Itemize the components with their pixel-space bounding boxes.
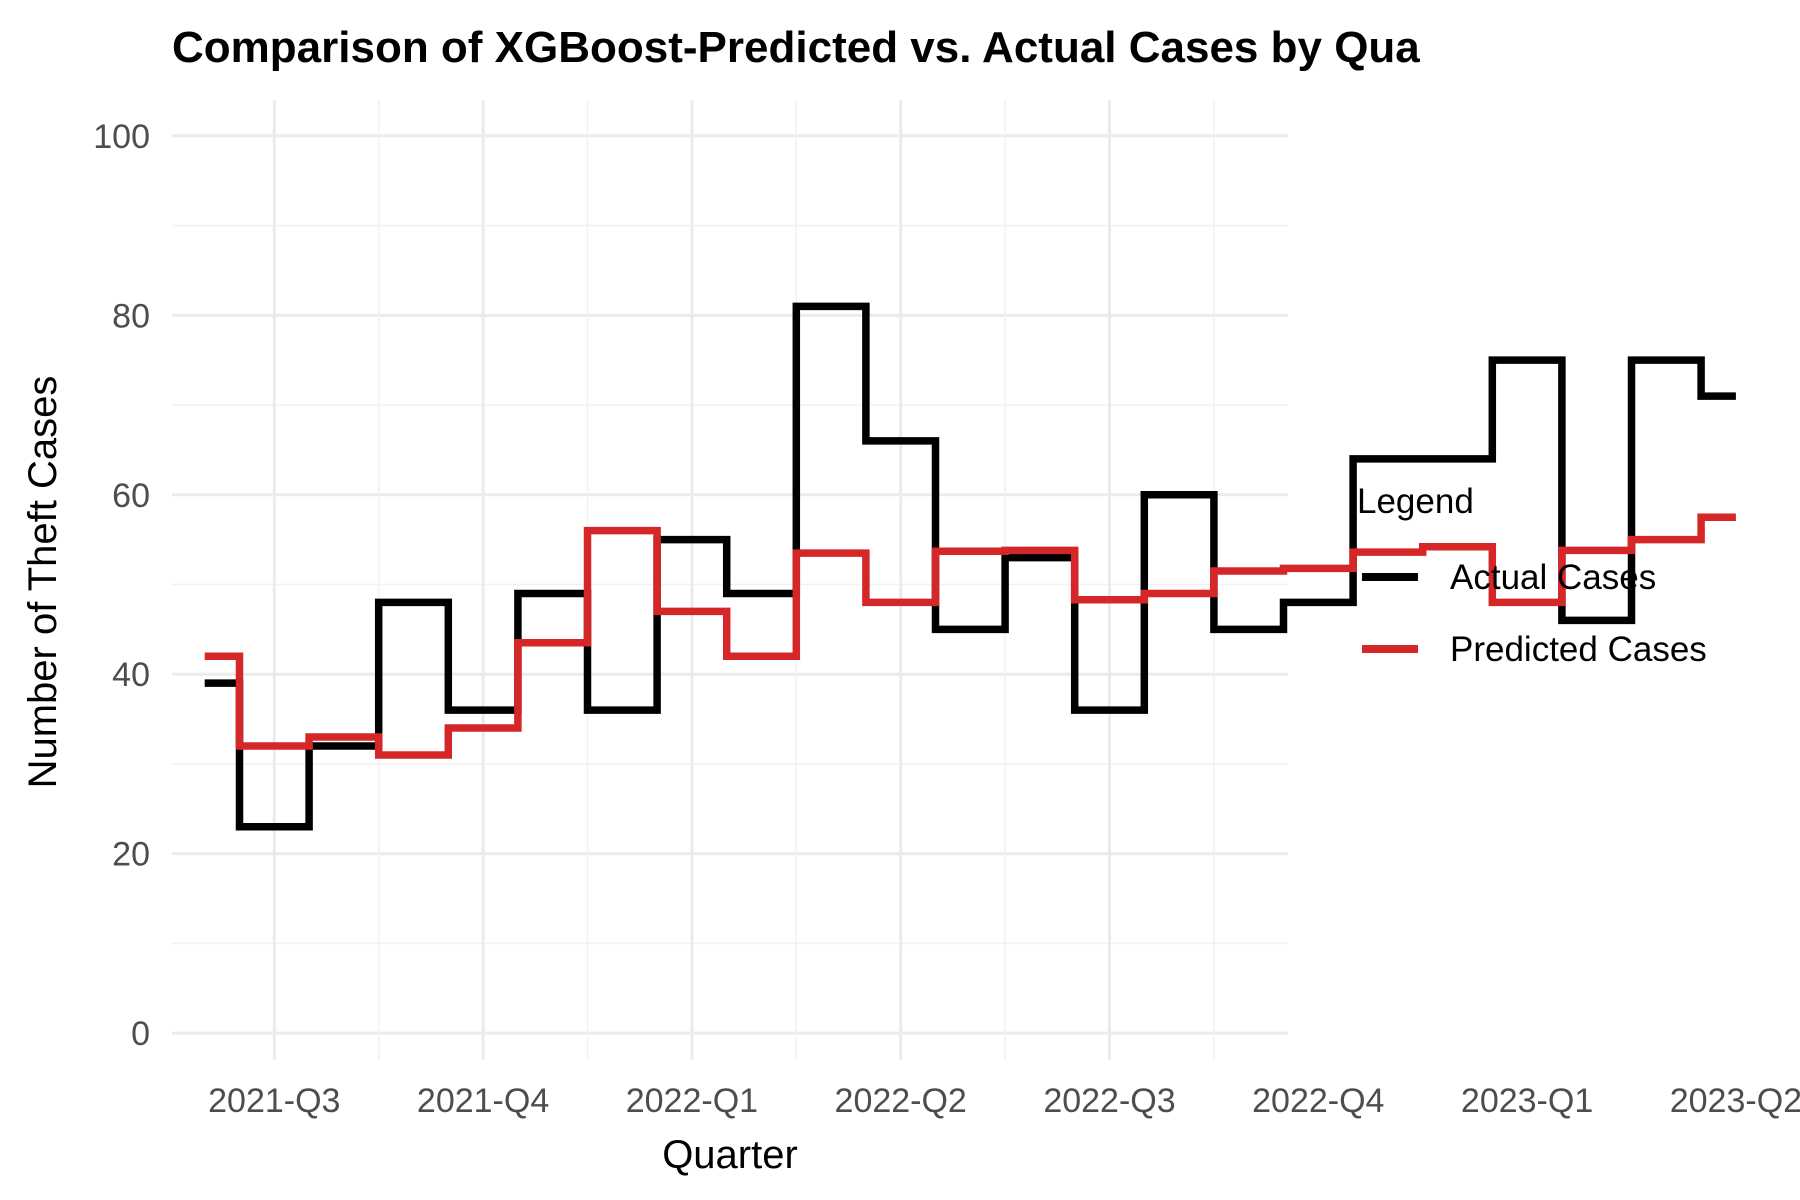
chart-title: Comparison of XGBoost-Predicted vs. Actu… [172, 23, 1420, 72]
y-axis-ticks: 0 20 40 60 80 100 [93, 118, 150, 1053]
y-tick-label: 20 [112, 836, 150, 874]
legend-items: Actual Cases Predicted Cases [1362, 558, 1707, 669]
series-layer [204, 302, 1736, 831]
y-tick-label: 60 [112, 477, 150, 515]
x-axis-title: Quarter [662, 1133, 798, 1177]
legend-label-predicted: Predicted Cases [1450, 630, 1707, 669]
y-axis-title: Number of Theft Cases [21, 376, 65, 789]
x-tick-label: 2023-Q1 [1461, 1082, 1593, 1120]
x-tick-label: 2022-Q2 [835, 1082, 967, 1120]
x-tick-label: 2022-Q1 [626, 1082, 758, 1120]
x-tick-label: 2021-Q3 [208, 1082, 340, 1120]
legend: Legend Actual Cases Predicted Cases [1357, 482, 1707, 669]
x-tick-label: 2021-Q4 [417, 1082, 549, 1120]
y-tick-label: 80 [112, 297, 150, 335]
y-tick-label: 100 [93, 118, 150, 156]
y-tick-label: 0 [131, 1015, 150, 1053]
x-tick-label: 2022-Q4 [1252, 1082, 1384, 1120]
x-tick-label: 2022-Q3 [1043, 1082, 1175, 1120]
series-line-predicted [204, 513, 1736, 759]
x-tick-label: 2023-Q2 [1670, 1082, 1800, 1120]
legend-label-actual: Actual Cases [1450, 558, 1656, 597]
legend-title: Legend [1357, 482, 1474, 521]
x-axis-ticks: 2021-Q3 2021-Q4 2022-Q1 2022-Q2 2022-Q3 2022-… [208, 1082, 1800, 1120]
series-line-actual [204, 302, 1736, 831]
grid [172, 100, 1288, 1060]
y-tick-label: 40 [112, 656, 150, 694]
